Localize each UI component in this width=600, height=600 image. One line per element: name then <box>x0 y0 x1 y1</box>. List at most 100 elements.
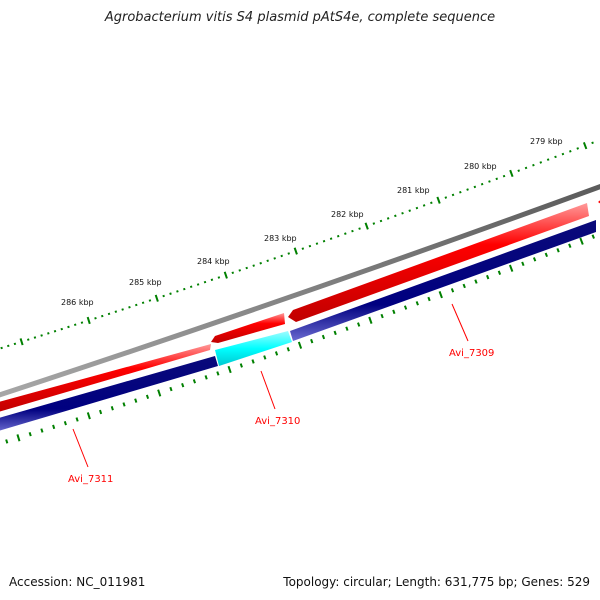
outer-tick-64 <box>436 196 441 204</box>
scale-ticks-inner <box>5 234 595 444</box>
inner-tick-51 <box>591 234 595 239</box>
outer-tick-16 <box>100 314 104 318</box>
inner-tick-49 <box>568 243 572 248</box>
outer-tick-75 <box>517 169 520 172</box>
outer-tick-11 <box>67 325 70 329</box>
outer-tick-77 <box>532 163 535 167</box>
outer-tick-18 <box>114 310 118 313</box>
inner-tick-14 <box>157 389 162 397</box>
outer-tick-71 <box>488 180 491 183</box>
inner-tick-36 <box>415 301 419 306</box>
outer-tick-72 <box>495 177 499 181</box>
inner-tick-25 <box>286 347 290 352</box>
gene-label-avi-7311[interactable]: Avi_7311 <box>68 474 113 485</box>
inner-tick-33 <box>380 313 384 319</box>
scale-label-283: 283 kbp <box>264 234 297 243</box>
inner-tick-23 <box>263 355 267 360</box>
inner-tick-40 <box>462 283 466 289</box>
inner-tick-39 <box>450 288 455 293</box>
inner-tick-31 <box>357 322 361 327</box>
outer-tick-40 <box>266 259 269 263</box>
reverse-gene-highlight <box>215 331 292 366</box>
outer-tick-46 <box>308 244 312 248</box>
reverse-gene-left <box>0 356 218 431</box>
inner-tick-35 <box>403 305 408 310</box>
accession-text: Accession: NC_011981 <box>9 575 146 589</box>
inner-tick-28 <box>321 334 326 340</box>
leader-avi-7309 <box>451 303 469 342</box>
outer-tick-61 <box>415 206 419 210</box>
inner-tick-27 <box>310 338 314 344</box>
inner-tick-2 <box>16 434 21 442</box>
outer-tick-15 <box>94 317 97 320</box>
inner-tick-22 <box>251 359 255 364</box>
scale-label-280: 280 kbp <box>464 162 497 171</box>
outer-tick-39 <box>259 261 262 265</box>
outer-tick-12 <box>73 323 77 327</box>
inner-tick-16 <box>181 382 185 388</box>
outer-tick-59 <box>401 211 404 215</box>
outer-tick-70 <box>480 182 484 186</box>
outer-tick-79 <box>546 158 550 161</box>
outer-tick-2 <box>7 344 10 348</box>
outer-tick-35 <box>231 271 235 275</box>
scale-label-281: 281 kbp <box>397 186 430 195</box>
gene-label-avi-7310[interactable]: Avi_7310 <box>255 416 300 427</box>
outer-tick-23 <box>148 299 152 302</box>
outer-tick-17 <box>107 312 111 316</box>
outer-tick-81 <box>561 152 565 156</box>
outer-tick-56 <box>379 219 383 223</box>
forward-gene-right <box>288 203 589 322</box>
scale-label-282: 282 kbp <box>331 210 364 219</box>
scale-label-279: 279 kbp <box>530 137 563 146</box>
outer-tick-55 <box>372 222 376 225</box>
outer-tick-25 <box>162 294 165 298</box>
inner-tick-38 <box>438 291 443 299</box>
outer-tick-8 <box>47 332 50 335</box>
outer-tick-3 <box>13 342 17 346</box>
reverse-gene-right <box>290 220 596 341</box>
inner-tick-12 <box>134 398 138 403</box>
outer-tick-29 <box>189 285 193 289</box>
inner-tick-21 <box>239 363 243 368</box>
outer-tick-26 <box>169 292 172 295</box>
forward-gene-mid <box>211 313 285 343</box>
outer-tick-22 <box>141 301 145 305</box>
outer-tick-42 <box>280 254 283 258</box>
outer-tick-85 <box>591 141 594 145</box>
outer-tick-36 <box>238 269 242 272</box>
outer-tick-58 <box>394 214 397 218</box>
outer-tick-74 <box>509 169 514 178</box>
scale-label-286: 286 kbp <box>61 298 94 307</box>
inner-tick-17 <box>192 379 197 384</box>
outer-tick-47 <box>315 242 319 245</box>
outer-tick-63 <box>430 201 433 205</box>
forward-gene-left <box>0 344 211 412</box>
outer-tick-38 <box>252 264 255 267</box>
map-title: Agrobacterium vitis S4 plasmid pAtS4e, c… <box>104 10 496 25</box>
backbone-track <box>0 183 600 398</box>
outer-tick-84 <box>582 142 588 150</box>
outer-tick-5 <box>27 338 30 341</box>
inner-tick-43 <box>497 270 502 275</box>
inner-tick-6 <box>63 420 67 426</box>
outer-tick-32 <box>210 278 214 282</box>
inner-tick-24 <box>274 351 279 356</box>
inner-tick-26 <box>297 341 303 349</box>
inner-tick-44 <box>508 264 514 272</box>
outer-tick-19 <box>121 308 124 311</box>
outer-tick-66 <box>451 193 455 197</box>
outer-tick-30 <box>196 283 200 286</box>
outer-tick-82 <box>569 149 572 153</box>
inner-tick-45 <box>521 261 525 267</box>
outer-tick-41 <box>273 257 276 260</box>
outer-tick-13 <box>80 321 84 324</box>
inner-tick-1 <box>5 439 9 444</box>
outer-tick-62 <box>422 204 426 207</box>
scale-label-285: 285 kbp <box>129 278 162 287</box>
scale-ticks-outer <box>0 141 594 350</box>
gene-label-avi-7309[interactable]: Avi_7309 <box>449 348 494 359</box>
inner-tick-30 <box>345 326 349 331</box>
inner-tick-47 <box>544 252 548 258</box>
